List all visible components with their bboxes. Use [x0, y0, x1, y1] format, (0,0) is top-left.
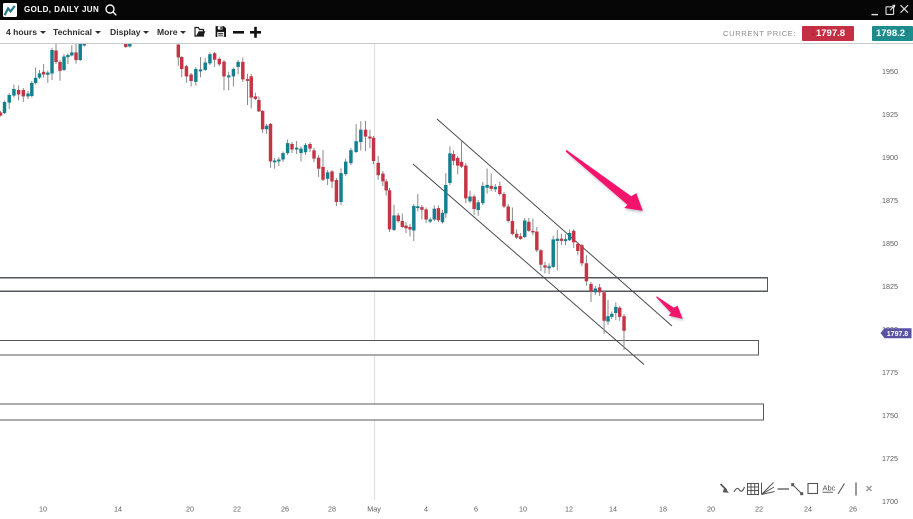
svg-text:1825: 1825: [882, 282, 898, 291]
svg-text:14: 14: [114, 505, 122, 514]
svg-text:4: 4: [424, 505, 428, 514]
svg-text:20: 20: [186, 505, 194, 514]
svg-text:26: 26: [849, 505, 857, 514]
svg-text:1775: 1775: [882, 368, 898, 377]
svg-text:1900: 1900: [882, 153, 898, 162]
svg-text:12: 12: [565, 505, 573, 514]
svg-text:26: 26: [281, 505, 289, 514]
svg-text:10: 10: [519, 505, 527, 514]
svg-text:6: 6: [474, 505, 478, 514]
svg-text:22: 22: [233, 505, 241, 514]
svg-text:24: 24: [804, 505, 812, 514]
svg-text:14: 14: [609, 505, 617, 514]
svg-text:10: 10: [39, 505, 47, 514]
svg-text:1850: 1850: [882, 239, 898, 248]
svg-text:1750: 1750: [882, 411, 898, 420]
svg-text:May: May: [367, 505, 381, 514]
svg-text:18: 18: [659, 505, 667, 514]
svg-text:1950: 1950: [882, 67, 898, 76]
svg-text:1797.8: 1797.8: [887, 331, 909, 338]
svg-text:1725: 1725: [882, 454, 898, 463]
svg-text:1925: 1925: [882, 110, 898, 119]
svg-text:28: 28: [328, 505, 336, 514]
svg-text:20: 20: [707, 505, 715, 514]
svg-text:Abc: Abc: [823, 484, 836, 493]
svg-text:1875: 1875: [882, 196, 898, 205]
svg-text:1700: 1700: [882, 497, 898, 506]
svg-text:22: 22: [755, 505, 763, 514]
